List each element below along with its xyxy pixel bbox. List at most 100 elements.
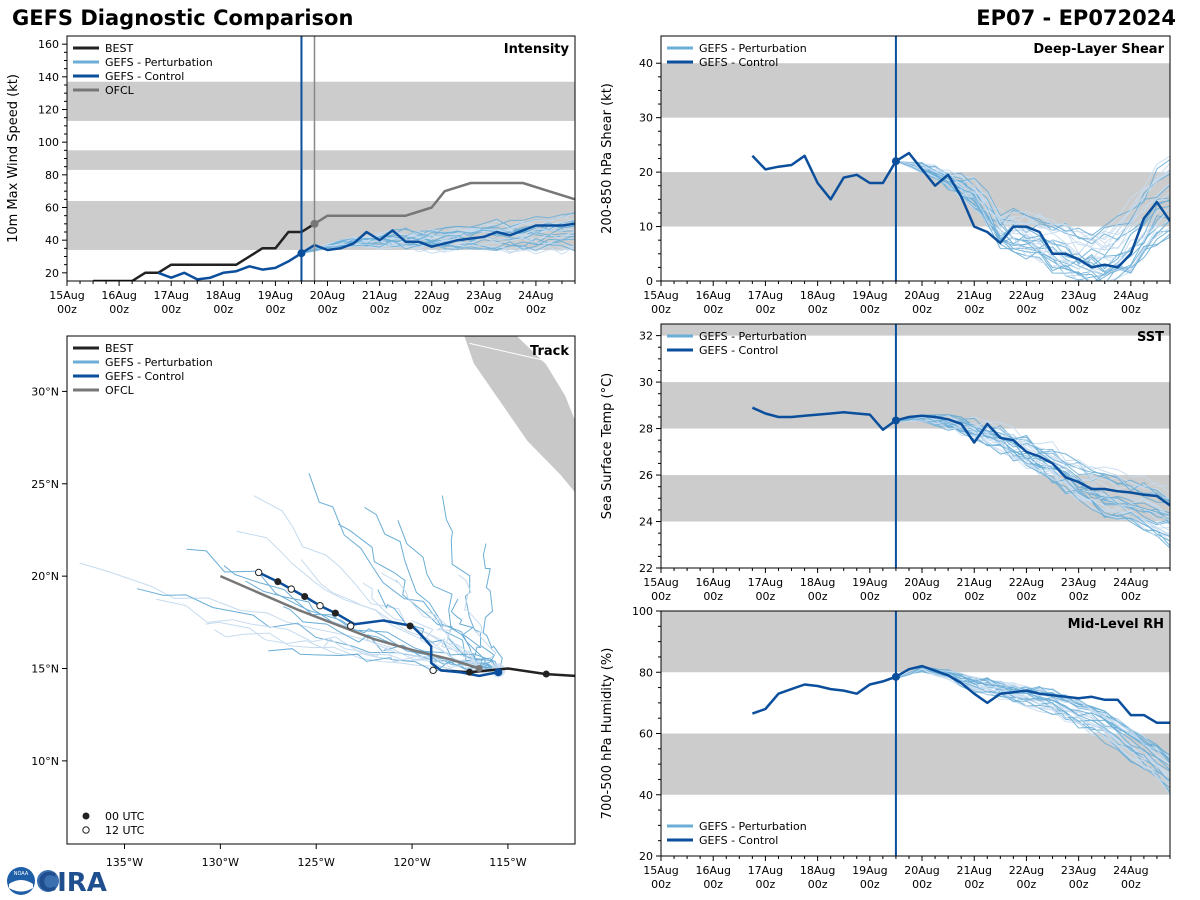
- track-symbol-legend-label: 00 UTC: [105, 810, 145, 823]
- sst-x-tick-sublabel: 00z: [860, 590, 880, 603]
- shear-x-tick-sublabel: 00z: [651, 303, 671, 316]
- intensity-y-tick-label: 100: [38, 136, 59, 149]
- rh-y-tick-label: 100: [632, 605, 653, 618]
- track-lat-tick-label: 25°N: [31, 478, 59, 491]
- shear-x-tick-sublabel: 00z: [964, 303, 984, 316]
- rh-x-tick-label: 15Aug: [643, 864, 678, 877]
- shear-x-tick-label: 16Aug: [695, 289, 730, 302]
- shear-panel-title: Deep-Layer Shear: [1033, 42, 1164, 57]
- rh-y-tick-label: 40: [639, 789, 653, 802]
- rh-perturbation-member-line: [895, 671, 1170, 789]
- shear-perturbation-member-line: [895, 160, 1170, 242]
- intensity-x-tick-sublabel: 00z: [109, 303, 129, 316]
- intensity-x-tick-sublabel: 00z: [318, 303, 338, 316]
- intensity-ofcl-line: [313, 181, 575, 225]
- track-control-00utc-marker: [331, 609, 339, 617]
- shear-y-tick-label: 0: [646, 275, 653, 288]
- intensity-x-tick-label: 24Aug: [518, 289, 553, 302]
- rh-x-tick-sublabel: 00z: [1121, 878, 1141, 891]
- rh-x-tick-label: 21Aug: [956, 864, 991, 877]
- rh-x-tick-label: 16Aug: [695, 864, 730, 877]
- rh-x-tick-sublabel: 00z: [651, 878, 671, 891]
- track-perturbation-member-line: [268, 648, 499, 674]
- intensity-perturbation-member-line: [301, 225, 575, 254]
- shear-x-tick-sublabel: 00z: [1017, 303, 1037, 316]
- sst-y-tick-label: 32: [639, 330, 653, 343]
- track-legend-label: OFCL: [105, 384, 135, 397]
- shear-perturbation-member-line: [895, 160, 1170, 268]
- track-control-12utc-marker: [429, 666, 437, 675]
- sst-y-tick-label: 30: [639, 376, 653, 389]
- sst-x-tick-label: 22Aug: [1009, 576, 1044, 589]
- rh-x-tick-label: 19Aug: [852, 864, 887, 877]
- sst-x-tick-label: 21Aug: [956, 576, 991, 589]
- track-ofcl-line: [219, 574, 480, 670]
- intensity-ofcl-init-marker: [310, 219, 319, 228]
- sst-threshold-band: [661, 324, 1170, 336]
- rh-control-line: [751, 664, 1170, 725]
- rh-perturbation-member-line: [895, 667, 1170, 782]
- track-best-00utc-marker: [466, 668, 474, 676]
- intensity-y-tick-label: 40: [45, 234, 59, 247]
- track-lon-tick-label: 120°W: [393, 856, 430, 869]
- intensity-threshold-band: [67, 200, 575, 250]
- track-perturbation-member-line: [253, 495, 499, 671]
- track-perturbation-member-line: [450, 598, 499, 671]
- shear-threshold-band: [661, 172, 1170, 227]
- track-best-00utc-marker: [542, 670, 550, 678]
- track-control-line: [258, 571, 499, 678]
- sst-x-tick-sublabel: 00z: [1017, 590, 1037, 603]
- intensity-plot-area: [67, 81, 575, 281]
- shear-x-tick-sublabel: 00z: [1069, 303, 1089, 316]
- cira-logo-text: CIRA: [38, 868, 107, 898]
- page-title: GEFS Diagnostic Comparison: [12, 6, 354, 30]
- sst-y-axis-label: Sea Surface Temp (°C): [600, 373, 615, 520]
- intensity-y-axis-label: 10m Max Wind Speed (kt): [6, 74, 21, 243]
- intensity-x-tick-sublabel: 00z: [422, 303, 442, 316]
- shear-control-line: [751, 151, 1170, 269]
- rh-x-tick-label: 18Aug: [800, 864, 835, 877]
- sst-x-tick-label: 20Aug: [904, 576, 939, 589]
- shear-x-tick-label: 15Aug: [643, 289, 678, 302]
- shear-control-init-marker: [891, 157, 900, 166]
- sst-legend-label: GEFS - Control: [699, 344, 778, 357]
- rh-y-axis-label: 700-500 hPa Humidity (%): [600, 648, 615, 820]
- sst-control-init-marker: [891, 416, 900, 425]
- rh-threshold-band: [661, 611, 1170, 673]
- sst-perturbation-member-line: [895, 414, 1170, 501]
- sst-y-tick-label: 28: [639, 423, 653, 436]
- track-ofcl-marker: [475, 665, 483, 673]
- track-perturbation-member-line: [458, 574, 501, 674]
- border-line: [469, 342, 575, 368]
- sst-x-tick-sublabel: 00z: [912, 590, 932, 603]
- intensity-legend-label: OFCL: [105, 84, 135, 97]
- rh-y-tick-label: 80: [639, 666, 653, 679]
- sst-plot-frame: [660, 323, 1171, 569]
- intensity-y-tick-label: 60: [45, 202, 59, 215]
- baja-land-shape: [463, 336, 575, 494]
- track-control-12utc-marker: [316, 602, 324, 610]
- shear-perturbation-member-line: [895, 160, 1170, 270]
- sst-x-tick-label: 23Aug: [1061, 576, 1096, 589]
- track-perturbation-member-line: [323, 638, 499, 671]
- rh-legend-label: GEFS - Control: [699, 834, 778, 847]
- intensity-legend-label: GEFS - Control: [105, 70, 184, 83]
- track-perturbation-member-line: [441, 495, 499, 671]
- shear-x-tick-label: 22Aug: [1009, 289, 1044, 302]
- rh-x-tick-label: 20Aug: [904, 864, 939, 877]
- track-control-00utc-marker: [301, 592, 309, 600]
- sst-x-tick-sublabel: 00z: [1069, 590, 1089, 603]
- intensity-perturbation-member-line: [301, 218, 575, 254]
- sst-perturbation-member-line: [895, 419, 1170, 536]
- track-perturbation-member-line: [337, 523, 499, 671]
- sst-x-tick-label: 17Aug: [748, 576, 783, 589]
- rh-perturbation-member-line: [895, 668, 1170, 786]
- track-legend-label: GEFS - Perturbation: [105, 356, 213, 369]
- shear-plot-area: [661, 63, 1170, 281]
- intensity-x-tick-label: 22Aug: [414, 289, 449, 302]
- sst-x-tick-label: 15Aug: [643, 576, 678, 589]
- shear-x-tick-sublabel: 00z: [756, 303, 776, 316]
- rh-panel-title: Mid-Level RH: [1068, 617, 1164, 632]
